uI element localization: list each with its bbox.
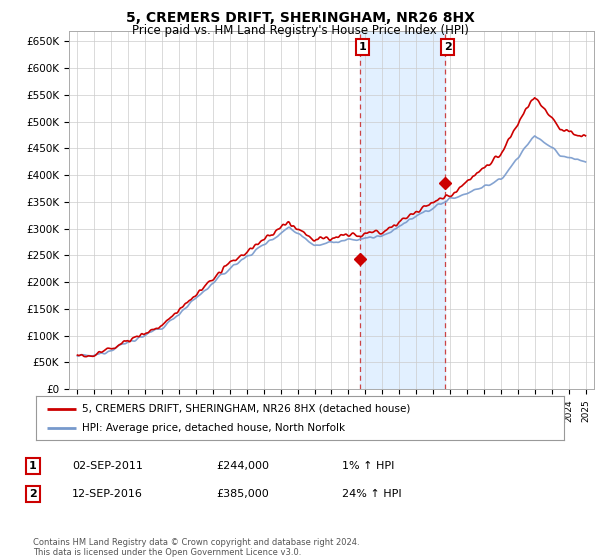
Text: 24% ↑ HPI: 24% ↑ HPI bbox=[342, 489, 401, 499]
Bar bbox=[360, 31, 445, 389]
Text: £244,000: £244,000 bbox=[216, 461, 269, 471]
Text: £385,000: £385,000 bbox=[216, 489, 269, 499]
Text: 5, CREMERS DRIFT, SHERINGHAM, NR26 8HX: 5, CREMERS DRIFT, SHERINGHAM, NR26 8HX bbox=[125, 11, 475, 25]
Text: 1: 1 bbox=[358, 42, 366, 52]
Text: Price paid vs. HM Land Registry's House Price Index (HPI): Price paid vs. HM Land Registry's House … bbox=[131, 24, 469, 36]
Text: HPI: Average price, detached house, North Norfolk: HPI: Average price, detached house, Nort… bbox=[82, 423, 346, 432]
Text: 2: 2 bbox=[29, 489, 37, 499]
Text: 1: 1 bbox=[29, 461, 37, 471]
Text: 5, CREMERS DRIFT, SHERINGHAM, NR26 8HX (detached house): 5, CREMERS DRIFT, SHERINGHAM, NR26 8HX (… bbox=[82, 404, 411, 413]
Text: 02-SEP-2011: 02-SEP-2011 bbox=[72, 461, 143, 471]
Text: Contains HM Land Registry data © Crown copyright and database right 2024.
This d: Contains HM Land Registry data © Crown c… bbox=[33, 538, 359, 557]
Text: 2: 2 bbox=[444, 42, 452, 52]
Text: 12-SEP-2016: 12-SEP-2016 bbox=[72, 489, 143, 499]
Text: 1% ↑ HPI: 1% ↑ HPI bbox=[342, 461, 394, 471]
